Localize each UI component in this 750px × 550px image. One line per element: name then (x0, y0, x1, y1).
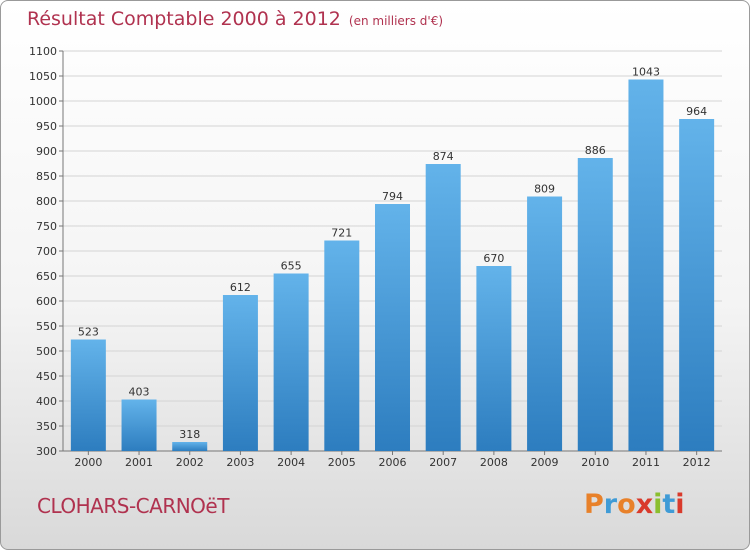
y-tick-label: 750 (36, 220, 57, 233)
y-tick-label: 650 (36, 270, 57, 283)
x-tick-label: 2007 (429, 456, 457, 469)
bar-2008 (476, 266, 512, 451)
bar-2007 (425, 164, 461, 451)
data-label: 886 (585, 144, 606, 157)
x-tick-label: 2004 (277, 456, 305, 469)
y-tick-label: 950 (36, 120, 57, 133)
data-label: 964 (686, 105, 707, 118)
data-label: 874 (433, 150, 454, 163)
axes: 300 350 400 450 500 550 600 650 700 750 800 850 900 9… (29, 45, 722, 469)
proxiti-logo: Proxiti (584, 489, 685, 520)
data-label: 523 (78, 326, 99, 339)
x-tick-label: 2009 (531, 456, 559, 469)
bar-2004 (273, 273, 309, 451)
chart-title: Résultat Comptable 2000 à 2012 (en millie… (27, 8, 443, 30)
x-tick-label: 2002 (176, 456, 204, 469)
y-tick-label: 850 (36, 170, 57, 183)
data-label: 721 (331, 227, 352, 240)
bar-2009 (527, 196, 563, 451)
bar-2005 (324, 240, 360, 451)
logo-letter: t (662, 489, 676, 520)
y-tick-label: 300 (36, 445, 57, 458)
x-tick-label: 2005 (328, 456, 356, 469)
logo-letter: P (584, 489, 604, 520)
data-label: 670 (483, 252, 504, 265)
x-tick-label: 2012 (683, 456, 711, 469)
data-label: 612 (230, 281, 251, 294)
value-labels: 523 403 318 612 655 721 794 874 670 809 886 1043 964 (78, 66, 707, 442)
y-tick-label: 550 (36, 320, 57, 333)
y-tick-label: 700 (36, 245, 57, 258)
x-tick-label: 2008 (480, 456, 508, 469)
data-label: 809 (534, 183, 555, 196)
city-name: CLOHARS-CARNOëT (37, 494, 229, 518)
x-tick-label: 2011 (632, 456, 660, 469)
x-tick-label: 2001 (125, 456, 153, 469)
logo-letter: x (635, 489, 654, 520)
bar-2001 (121, 399, 157, 451)
bar-2003 (222, 295, 258, 451)
x-tick-label: 2010 (581, 456, 609, 469)
y-tick-label: 800 (36, 195, 57, 208)
y-tick-label: 400 (36, 395, 57, 408)
logo-letter: i (675, 489, 685, 520)
bar-2002 (172, 442, 208, 451)
y-tick-label: 1050 (29, 70, 57, 83)
y-tick-label: 350 (36, 420, 57, 433)
y-tick-label: 500 (36, 345, 57, 358)
y-tick-label: 600 (36, 295, 57, 308)
logo-letter: i (653, 489, 663, 520)
x-tick-label: 2000 (74, 456, 102, 469)
logo-letter: r (603, 489, 618, 520)
y-tick-label: 1000 (29, 95, 57, 108)
data-label: 403 (129, 386, 150, 399)
data-label: 1043 (632, 66, 660, 79)
data-label: 655 (281, 260, 302, 273)
bars (70, 79, 715, 451)
y-tick-label: 450 (36, 370, 57, 383)
bar-2010 (577, 158, 613, 451)
y-tick-label: 900 (36, 145, 57, 158)
data-label: 794 (382, 190, 403, 203)
x-tick-label: 2003 (226, 456, 254, 469)
chart-title-text: Résultat Comptable 2000 à 2012 (27, 8, 341, 30)
chart-subtitle: (en milliers d'€) (348, 14, 444, 28)
x-tick-label: 2006 (379, 456, 407, 469)
bar-2012 (679, 119, 715, 451)
y-tick-label: 1100 (29, 45, 57, 58)
bar-2000 (70, 339, 106, 451)
bar-2011 (628, 79, 664, 451)
data-label: 318 (179, 428, 200, 441)
logo-letter: o (617, 489, 636, 520)
bar-2006 (375, 204, 410, 451)
